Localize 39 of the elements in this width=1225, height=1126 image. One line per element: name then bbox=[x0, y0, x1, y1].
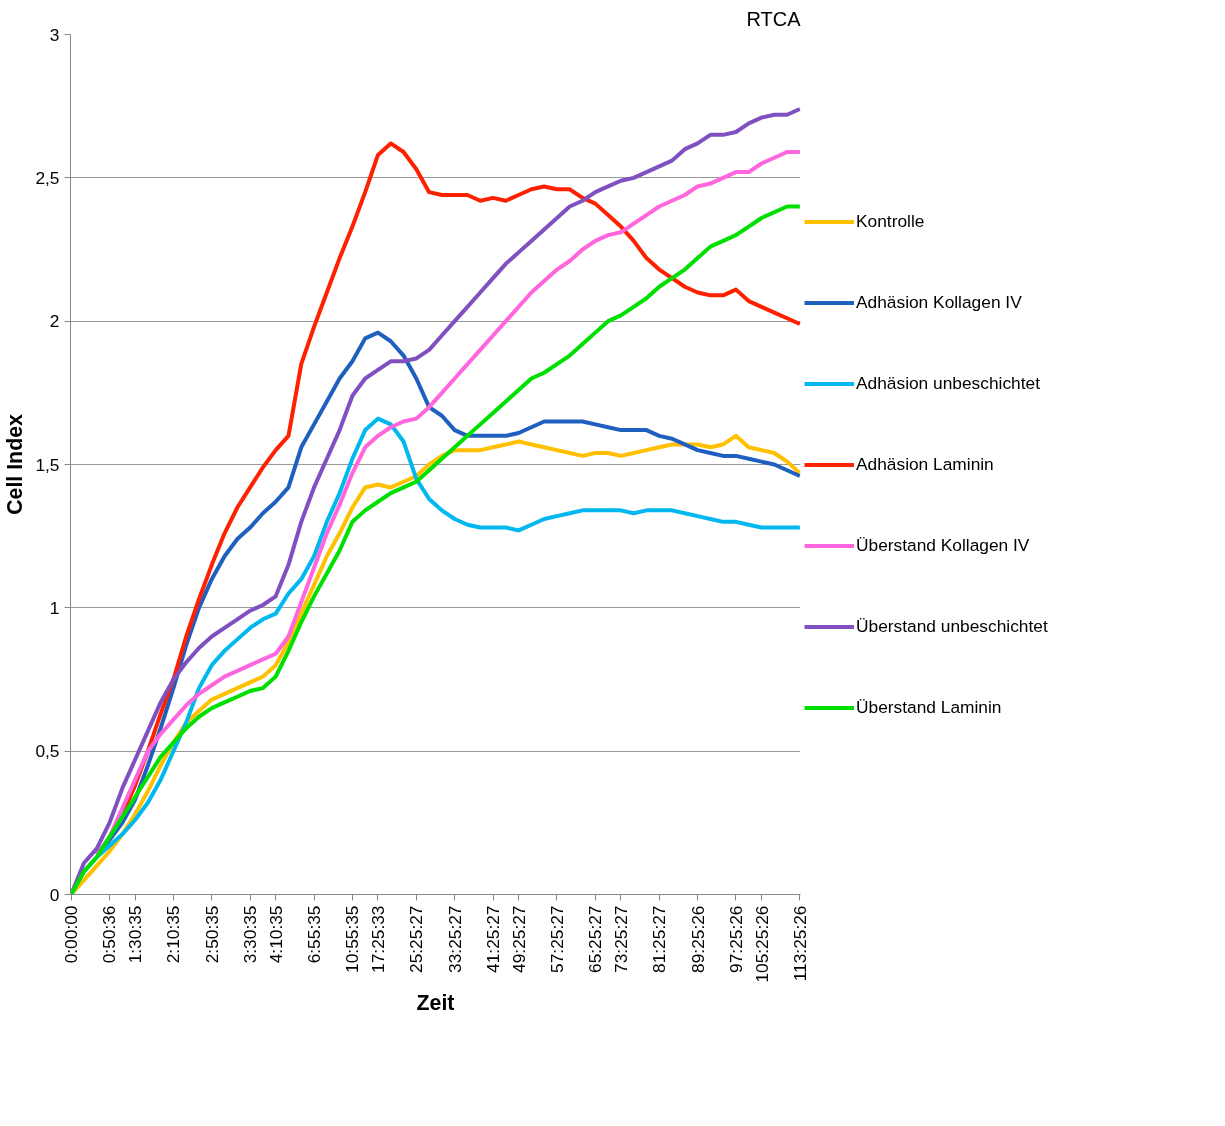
x-tick-label: 2:50:35 bbox=[201, 905, 222, 964]
y-tick-label: 0,5 bbox=[35, 741, 60, 762]
y-tick-label: 1 bbox=[49, 597, 60, 618]
x-tick-label: 2:10:35 bbox=[163, 905, 184, 964]
x-tick-label: 113:25:26 bbox=[789, 905, 810, 982]
legend-label: Überstand Kollagen IV bbox=[856, 534, 1030, 556]
legend-label: Adhäsion unbeschichtet bbox=[856, 372, 1041, 394]
x-tick-label: 17:25:33 bbox=[367, 905, 388, 973]
x-tick-label: 3:30:35 bbox=[240, 905, 261, 964]
x-tick-label: 6:55:35 bbox=[304, 905, 325, 964]
x-tick-label: 33:25:27 bbox=[444, 905, 465, 973]
x-tick-label: 105:25:26 bbox=[751, 905, 772, 983]
legend-label: Überstand Laminin bbox=[856, 696, 1002, 718]
x-tick-label: 49:25:27 bbox=[508, 905, 529, 973]
x-tick-label: 4:10:35 bbox=[265, 905, 286, 964]
x-tick-label: 97:25:26 bbox=[725, 905, 746, 973]
x-tick-label: 0:50:36 bbox=[99, 905, 120, 964]
legend-label: Kontrolle bbox=[856, 210, 925, 232]
x-tick-label: 41:25:27 bbox=[483, 905, 504, 973]
y-tick-label: 0 bbox=[49, 884, 60, 905]
x-tick-label: 73:25:27 bbox=[610, 905, 631, 973]
x-tick-label: 0:00:00 bbox=[61, 905, 82, 964]
x-tick-label: 81:25:27 bbox=[649, 905, 670, 973]
x-tick-label: 25:25:27 bbox=[406, 905, 427, 973]
y-tick-label: 2 bbox=[49, 311, 60, 332]
legend-label: Überstand unbeschichtet bbox=[856, 615, 1048, 637]
chart-title: RTCA bbox=[746, 7, 802, 30]
y-axis-title: Cell Index bbox=[3, 413, 28, 515]
x-axis-title: Zeit bbox=[416, 990, 455, 1015]
x-tick-label: 89:25:26 bbox=[687, 905, 708, 973]
x-tick-label: 65:25:27 bbox=[585, 905, 606, 973]
y-tick-label: 1,5 bbox=[35, 454, 60, 475]
x-tick-label: 1:30:35 bbox=[125, 905, 146, 964]
y-tick-label: 3 bbox=[49, 24, 60, 45]
legend-label: Adhäsion Laminin bbox=[856, 453, 994, 475]
y-tick-label: 2,5 bbox=[35, 167, 60, 188]
legend-label: Adhäsion Kollagen IV bbox=[856, 291, 1022, 313]
x-tick-label: 57:25:27 bbox=[546, 905, 567, 973]
x-tick-label: 10:55:35 bbox=[342, 905, 363, 973]
